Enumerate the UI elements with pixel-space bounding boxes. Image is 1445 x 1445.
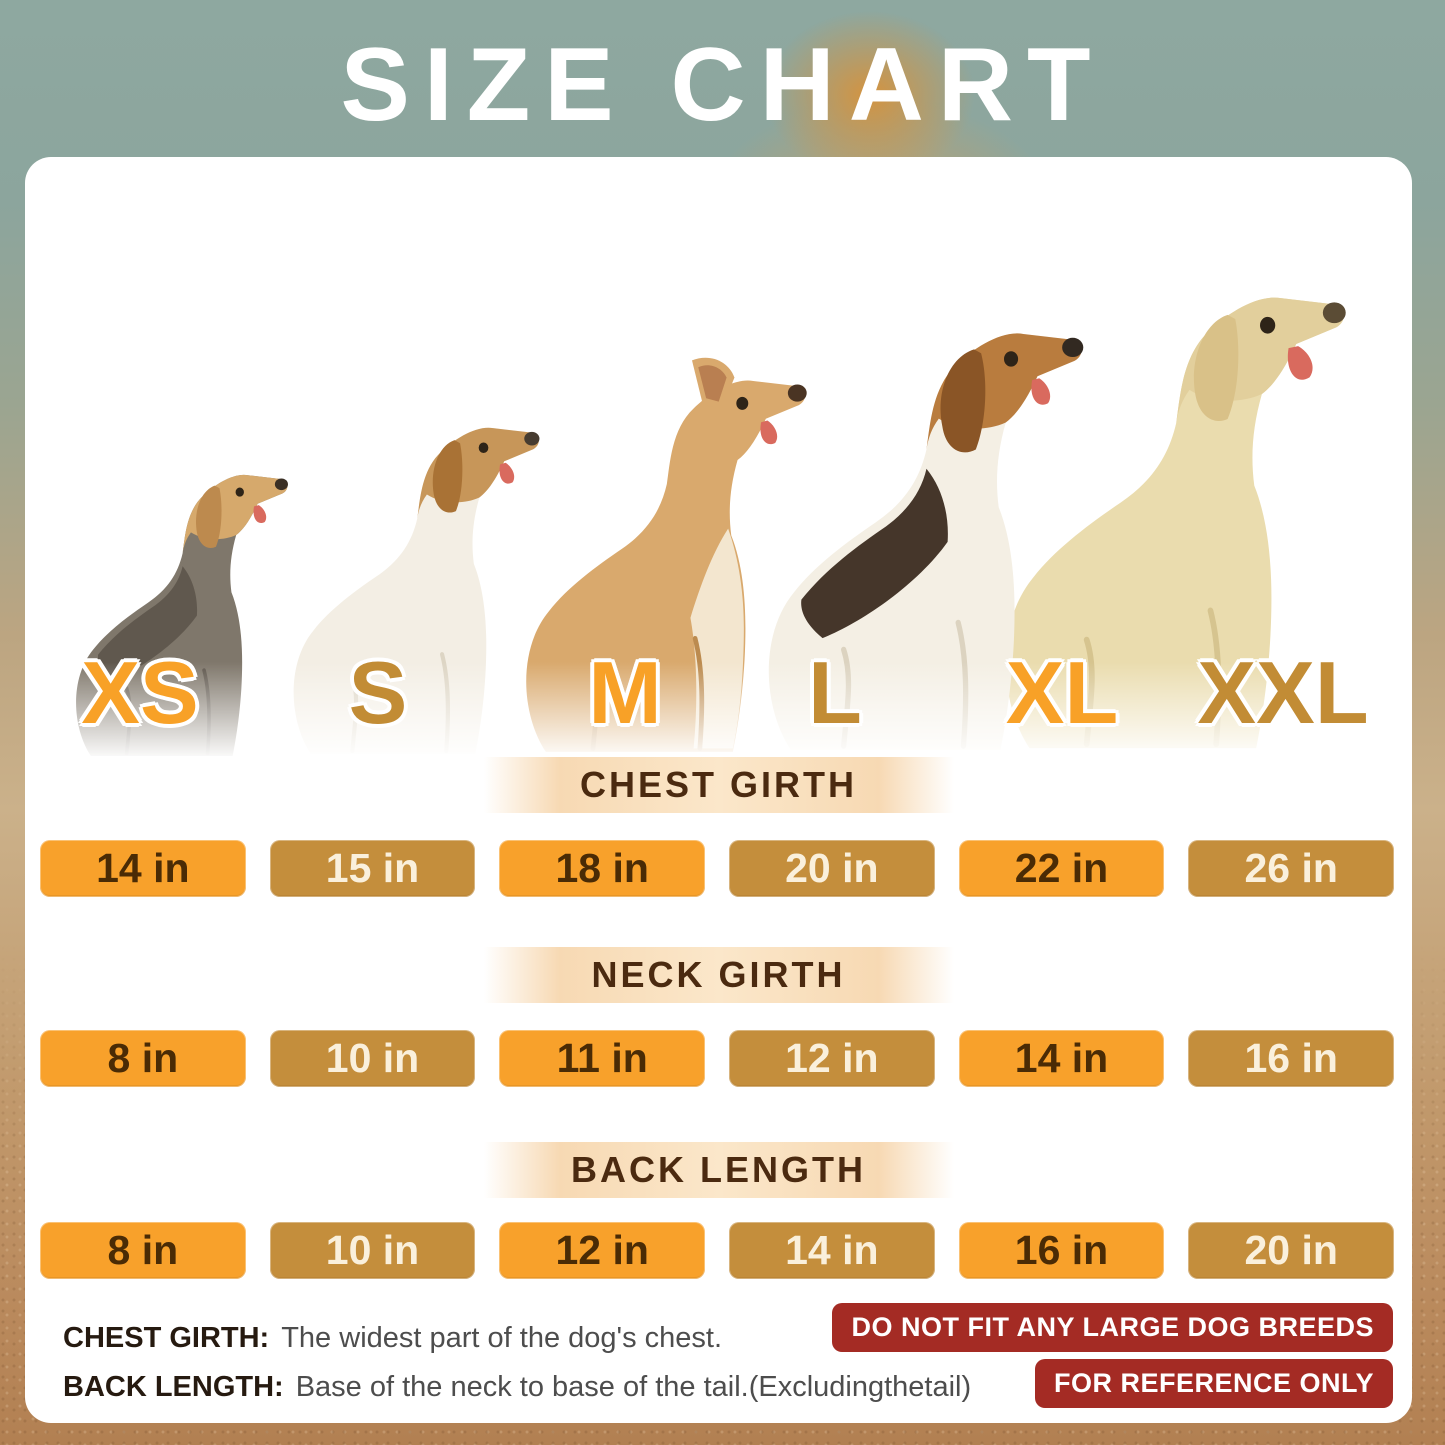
labrador-dog-image	[980, 269, 1380, 769]
size-chart-card: XS S M L XL XXL CHEST GIRTH 14 in 15 in …	[25, 157, 1412, 1423]
for-reference-only-badge: FOR REFERENCE ONLY	[1034, 1359, 1393, 1408]
chest-girth-value-xxl: 26 in	[1188, 840, 1395, 897]
section-header-back-length: BACK LENGTH	[483, 1142, 954, 1198]
size-label-s: S	[348, 643, 408, 742]
beagle-dog-image	[745, 307, 1115, 769]
chest-girth-note: CHEST GIRTH: The widest part of the dog's…	[63, 1321, 971, 1355]
back-length-value-l: 14 in	[729, 1222, 935, 1279]
chest-girth-value-xs: 14 in	[40, 840, 246, 897]
size-label-xl: XL	[1005, 643, 1119, 742]
no-large-breeds-badge: DO NOT FIT ANY LARGE DOG BREEDS	[832, 1303, 1393, 1352]
back-length-note: BACK LENGTH: Base of the neck to base of …	[63, 1370, 971, 1404]
back-length-value-m: 12 in	[499, 1222, 706, 1279]
chest-girth-value-m: 18 in	[499, 840, 706, 897]
back-length-value-xxl: 20 in	[1188, 1222, 1395, 1279]
size-label-l: L	[808, 643, 862, 742]
neck-girth-value-xs: 8 in	[40, 1030, 246, 1087]
neck-girth-row: 8 in 10 in 11 in 12 in 14 in 16 in	[40, 1030, 1395, 1087]
neck-girth-value-xl: 14 in	[958, 1030, 1165, 1087]
chest-girth-note-text: The widest part of the dog's chest.	[281, 1322, 722, 1354]
neck-girth-value-m: 11 in	[499, 1030, 706, 1087]
back-length-value-xl: 16 in	[958, 1222, 1165, 1279]
size-label-xs: XS	[81, 643, 199, 742]
chest-girth-value-xl: 22 in	[958, 840, 1165, 897]
section-header-neck-girth: NECK GIRTH	[483, 947, 954, 1003]
size-label-xxl: XXL	[1197, 643, 1369, 742]
neck-girth-value-s: 10 in	[269, 1030, 476, 1087]
page-title: SIZE CHART	[340, 27, 1105, 143]
chest-girth-note-label: CHEST GIRTH:	[63, 1322, 270, 1354]
chest-girth-value-l: 20 in	[729, 840, 935, 897]
chest-girth-value-s: 15 in	[269, 840, 476, 897]
chest-girth-row: 14 in 15 in 18 in 20 in 22 in 26 in	[40, 840, 1395, 897]
neck-girth-value-xxl: 16 in	[1188, 1030, 1395, 1087]
section-header-chest-girth: CHEST GIRTH	[483, 757, 954, 813]
neck-girth-value-l: 12 in	[729, 1030, 935, 1087]
back-length-row: 8 in 10 in 12 in 14 in 16 in 20 in	[40, 1222, 1395, 1279]
back-length-value-xs: 8 in	[40, 1222, 246, 1279]
back-length-note-label: BACK LENGTH:	[63, 1371, 284, 1403]
back-length-note-text: Base of the neck to base of the tail.(Ex…	[295, 1371, 972, 1403]
size-label-m: M	[588, 643, 662, 742]
warning-badges: DO NOT FIT ANY LARGE DOG BREEDS FOR REFE…	[832, 1303, 1393, 1408]
measurement-notes: CHEST GIRTH: The widest part of the dog's…	[63, 1321, 971, 1419]
back-length-value-s: 10 in	[269, 1222, 476, 1279]
